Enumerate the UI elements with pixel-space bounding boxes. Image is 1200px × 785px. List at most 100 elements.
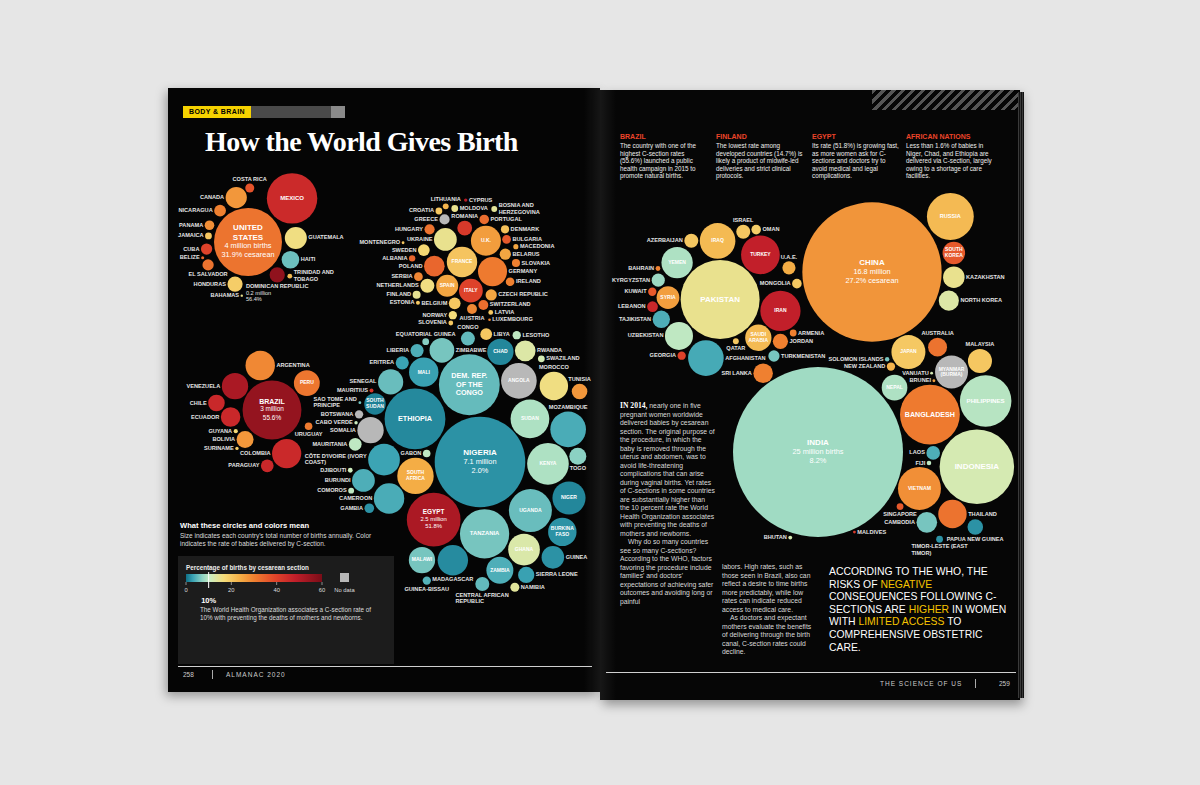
country-label: MALI bbox=[418, 369, 431, 375]
country-bubble bbox=[438, 545, 468, 575]
country-label: ZAMBIA bbox=[490, 567, 510, 573]
country-label: PANAMA bbox=[179, 222, 203, 228]
country-bubble bbox=[488, 310, 493, 315]
bubble-data-label: 27.2% cesarean bbox=[845, 276, 898, 285]
reference-note: The World Health Organization associates… bbox=[200, 606, 375, 622]
country-bubble bbox=[491, 206, 497, 212]
country-label: CHINA bbox=[859, 258, 885, 267]
folio-number: 259 bbox=[999, 680, 1010, 687]
country-bubble bbox=[243, 381, 302, 440]
country-label: ERITREA bbox=[370, 359, 395, 365]
country-bubble bbox=[486, 557, 513, 584]
country-label: TIMOR-LESTE (EASTTIMOR) bbox=[911, 543, 968, 556]
country-bubble bbox=[420, 279, 434, 293]
country-label: BULGARIA bbox=[512, 236, 542, 242]
country-label: RWANDA bbox=[537, 347, 562, 353]
country-label: BOLIVIA bbox=[212, 436, 235, 442]
country-label: CAMBODIA bbox=[884, 519, 915, 525]
country-bubble bbox=[305, 422, 313, 430]
country-bubble bbox=[234, 429, 238, 433]
country-bubble bbox=[409, 357, 438, 386]
country-label: HAITI bbox=[301, 256, 316, 262]
country-bubble bbox=[422, 338, 429, 345]
country-label: BURKINAFASO bbox=[551, 525, 574, 537]
country-bubble bbox=[518, 567, 534, 583]
country-label: ZIMBABWE bbox=[456, 347, 487, 353]
folio-number: 258 bbox=[183, 671, 194, 678]
country-label: AZERBAIJAN bbox=[647, 237, 683, 243]
annotation-text: The lowest rate among developed countrie… bbox=[716, 142, 804, 180]
country-bubble bbox=[940, 429, 1015, 504]
country-label: BHUTAN bbox=[764, 534, 787, 540]
country-bubble bbox=[751, 225, 761, 235]
country-label: DEM. REP.OF THECONGO bbox=[451, 371, 487, 397]
colorbar-tick-label: 40 bbox=[273, 587, 279, 593]
callout: ACCORDING TO THE WHO, THE RISKS OF NEGAT… bbox=[829, 566, 1017, 654]
country-bubble bbox=[282, 251, 300, 269]
country-label: BOSNIA ANDHERZEGOVINA bbox=[499, 202, 540, 215]
annotation-text: Less than 1.6% of babies in Niger, Chad,… bbox=[906, 142, 994, 180]
country-bubble bbox=[214, 205, 226, 217]
country-bubble bbox=[410, 344, 423, 357]
country-label: TRINIDAD ANDTOBAGO bbox=[294, 269, 334, 282]
body-paragraph: Why do so many countries see so many C-s… bbox=[620, 538, 716, 606]
country-label: PARAGUAY bbox=[228, 462, 259, 468]
country-label: TURKMENISTAN bbox=[781, 353, 825, 359]
country-bubble bbox=[226, 187, 247, 208]
country-label: SUDAN bbox=[521, 415, 539, 421]
country-label: FIJI bbox=[916, 460, 926, 466]
tag-bar bbox=[251, 106, 331, 118]
country-bubble bbox=[478, 300, 488, 310]
country-label: PAPUA NEW GUINEA bbox=[947, 536, 1004, 542]
country-label: GUATEMALA bbox=[308, 234, 343, 240]
colorbar-tick bbox=[276, 582, 277, 585]
country-label: AUSTRALIA bbox=[921, 330, 953, 336]
country-label: SOLOMON ISLANDS bbox=[828, 356, 883, 362]
country-label: TURKEY bbox=[750, 251, 771, 257]
country-bubble bbox=[527, 443, 569, 485]
country-label: ARGENTINA bbox=[276, 362, 309, 368]
page-edge bbox=[1018, 92, 1024, 698]
country-bubble bbox=[932, 379, 935, 382]
colorbar-ramp bbox=[186, 574, 322, 582]
country-label: LITHUANIA bbox=[431, 196, 461, 202]
body-column: labors. High rates, such as those seen i… bbox=[722, 563, 818, 657]
country-label: GABON bbox=[401, 450, 422, 456]
folio-separator bbox=[975, 679, 976, 688]
country-bubble bbox=[647, 301, 658, 312]
country-bubble bbox=[285, 227, 307, 249]
country-label: THAILAND bbox=[968, 511, 997, 517]
country-bubble bbox=[267, 173, 317, 223]
body-text: nearly one in five pregnant women worldw… bbox=[620, 402, 715, 537]
country-bubble bbox=[900, 385, 960, 445]
country-bubble bbox=[245, 184, 254, 193]
country-label: UZBEKISTAN bbox=[628, 332, 664, 338]
country-bubble bbox=[792, 279, 802, 289]
bubble-labels: INDIA25 million births8.2%BANGLADESHNEPA… bbox=[178, 176, 1005, 604]
country-label: LIBERIA bbox=[387, 347, 409, 353]
country-bubble bbox=[939, 291, 959, 311]
title: How the World Gives Birth bbox=[205, 126, 518, 158]
country-bubble bbox=[478, 257, 507, 286]
country-label: PORTUGAL bbox=[491, 216, 523, 222]
country-label: BAHAMAS bbox=[210, 292, 239, 298]
country-label: KYRGYZSTAN bbox=[612, 277, 650, 283]
country-bubble bbox=[700, 223, 736, 259]
no-data-label: No data bbox=[334, 587, 355, 593]
country-label: CHILE bbox=[190, 400, 207, 406]
country-bubble bbox=[287, 274, 292, 279]
country-label: TUNISIA bbox=[568, 376, 590, 382]
country-label: CENTRAL AFRICANREPUBLIC bbox=[456, 592, 509, 605]
country-label: SWITZERLAND bbox=[490, 301, 531, 307]
callout-highlight: HIGHER bbox=[909, 604, 949, 615]
country-bubble bbox=[512, 259, 520, 267]
country-label: LUXEMBOURG bbox=[492, 316, 532, 322]
country-bubble bbox=[487, 339, 513, 365]
country-bubble bbox=[378, 369, 403, 394]
bubble-data-label: 51.8% bbox=[425, 523, 442, 529]
country-bubble bbox=[416, 301, 420, 305]
country-label: IRELAND bbox=[516, 278, 541, 284]
country-label: CONGO bbox=[457, 324, 479, 330]
annotation-text: The country with one of the highest C-se… bbox=[620, 142, 708, 180]
country-label: MALAYSIA bbox=[966, 341, 995, 347]
